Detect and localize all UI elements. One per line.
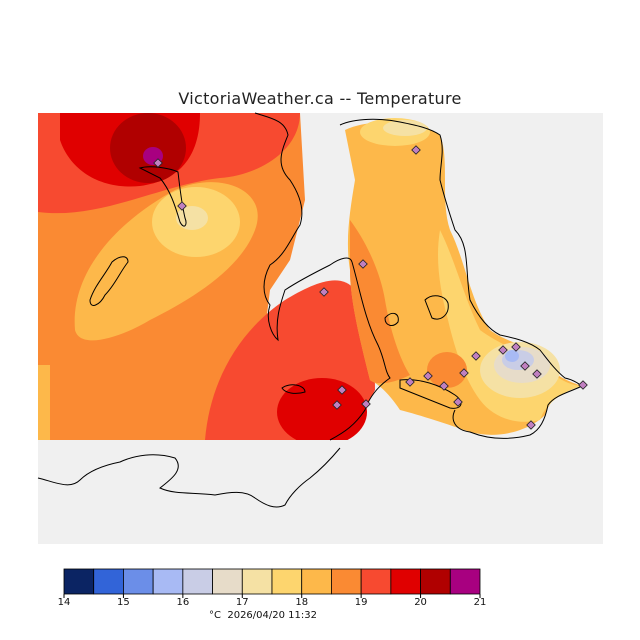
station-marker[interactable] [511, 342, 521, 352]
field-north-21 [110, 113, 186, 183]
station-marker[interactable] [153, 158, 163, 168]
weather-stations [153, 145, 588, 430]
coastlines [37, 112, 584, 508]
field-west-edge [38, 365, 50, 440]
coast-island-c [384, 312, 399, 326]
station-marker[interactable] [498, 345, 508, 355]
coast-island-b [424, 295, 449, 320]
coast-peninsula [138, 166, 187, 227]
legend-tick-label: 19 [354, 597, 368, 608]
legend-swatch [360, 568, 392, 595]
field-east-19 [350, 220, 410, 384]
station-marker[interactable] [578, 380, 588, 390]
legend-tick-label: 17 [235, 597, 249, 608]
legend-swatch [212, 568, 243, 595]
station-marker[interactable] [453, 397, 463, 407]
legend-tick-label: 16 [176, 597, 190, 608]
station-marker[interactable] [361, 399, 371, 409]
coast-olympic [37, 447, 341, 508]
station-marker[interactable] [411, 145, 421, 155]
station-marker[interactable] [526, 420, 536, 430]
field-east-warm [427, 352, 467, 388]
coast-vancouver-island [254, 112, 353, 342]
legend-swatch [331, 568, 362, 595]
coast-island-a [89, 256, 129, 306]
unit-label: °C [209, 610, 221, 621]
legend-swatch [93, 568, 124, 595]
legend-swatch [63, 568, 95, 595]
temperature-field-east [345, 118, 582, 435]
legend-tick-marks [63, 594, 481, 598]
legend-swatch [271, 568, 303, 595]
station-marker[interactable] [177, 201, 187, 211]
station-marker[interactable] [423, 371, 433, 381]
station-marker[interactable] [337, 385, 347, 395]
station-marker[interactable] [532, 369, 542, 379]
legend-swatch [420, 568, 451, 595]
legend-tick-label: 20 [414, 597, 427, 608]
legend-swatch [449, 568, 481, 595]
coast-saanich [329, 261, 391, 441]
station-marker[interactable] [405, 377, 415, 387]
station-marker[interactable] [439, 381, 449, 391]
legend-tick-label: 14 [57, 597, 71, 608]
field-east-top2 [383, 120, 427, 136]
coast-southern [399, 379, 462, 409]
legend-swatch [390, 568, 421, 595]
station-marker[interactable] [319, 287, 329, 297]
station-marker[interactable] [471, 351, 481, 361]
coast-island-d [281, 384, 306, 394]
timestamp: 2026/04/20 11:32 [227, 610, 317, 621]
map-title: VictoriaWeather.ca -- Temperature [178, 89, 462, 108]
legend-swatch [182, 568, 213, 595]
field-east-14 [505, 350, 519, 362]
map-footer: °C 2026/04/20 11:32 [209, 610, 317, 621]
legend-tick-label: 15 [117, 597, 130, 608]
legend-tick-label: 18 [295, 597, 309, 608]
legend-swatch [123, 568, 154, 595]
station-marker[interactable] [358, 259, 368, 269]
legend-tick-label: 21 [473, 597, 487, 608]
legend-swatch [301, 568, 332, 595]
coast-mainland [339, 118, 584, 439]
legend-swatch [241, 568, 273, 595]
station-marker[interactable] [332, 400, 342, 410]
legend-swatch [152, 568, 184, 595]
station-marker[interactable] [459, 368, 469, 378]
station-marker[interactable] [520, 361, 530, 371]
legend-cells [63, 568, 481, 595]
